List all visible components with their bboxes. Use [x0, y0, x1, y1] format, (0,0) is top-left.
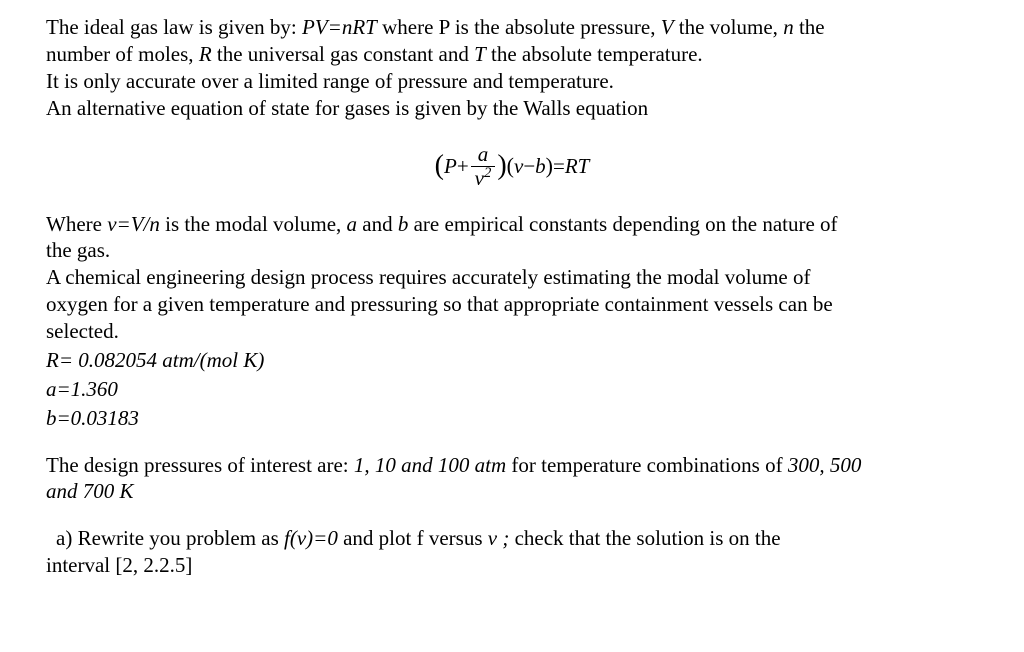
paren-close: ): [497, 148, 506, 184]
intro-paragraph: The ideal gas law is given by: PV=nRT wh…: [46, 14, 978, 122]
text: Where: [46, 212, 107, 236]
values: and 700 K: [46, 479, 134, 503]
text: check that the solution is on the: [509, 526, 780, 550]
text: number of moles,: [46, 42, 199, 66]
var-n: n: [783, 15, 794, 39]
var-P: P: [444, 153, 457, 180]
var-b: b: [535, 153, 546, 180]
text: for temperature combinations of: [506, 453, 788, 477]
walls-equation: ( P + a v2 ) ( v − b ) = RT: [46, 144, 978, 189]
text: the absolute temperature.: [486, 42, 703, 66]
text: interval [2, 2.2.5]: [46, 553, 192, 577]
text: and: [357, 212, 398, 236]
constant-b: b=0.03183: [46, 405, 978, 432]
constant-R: R= 0.082054 atm/(mol K): [46, 347, 978, 374]
paren-open-2: (: [507, 152, 514, 180]
text: The ideal gas law is given by:: [46, 15, 302, 39]
var-RT: RT: [565, 153, 590, 180]
var-T: T: [474, 42, 486, 66]
minus: −: [523, 153, 535, 180]
question-a: a) Rewrite you problem as f(v)=0 and plo…: [46, 525, 978, 579]
text: the universal gas constant and: [212, 42, 474, 66]
eq-inline: v=V/n: [107, 212, 160, 236]
constant-a: a=1.360: [46, 376, 978, 403]
eq-inline: f(v)=0: [284, 526, 338, 550]
text: the volume,: [674, 15, 784, 39]
text: It is only accurate over a limited range…: [46, 69, 614, 93]
design-pressures-paragraph: The design pressures of interest are: 1,…: [46, 452, 978, 506]
values: 1, 10 and 100 atm: [354, 453, 506, 477]
var-v: v ;: [488, 526, 510, 550]
paren-close-2: ): [546, 152, 553, 180]
text: The design pressures of interest are:: [46, 453, 354, 477]
text: oxygen for a given temperature and press…: [46, 292, 833, 316]
fraction-denominator: v2: [471, 166, 496, 189]
text: where P is the absolute pressure,: [377, 15, 661, 39]
fraction: a v2: [471, 144, 496, 189]
fraction-numerator: a: [474, 144, 493, 166]
paren-open: (: [435, 148, 444, 184]
document-page: The ideal gas law is given by: PV=nRT wh…: [0, 0, 1024, 652]
where-paragraph: Where v=V/n is the modal volume, a and b…: [46, 211, 978, 345]
var-v: v: [514, 153, 523, 180]
values: 300, 500: [788, 453, 862, 477]
text: are empirical constants depending on the…: [408, 212, 837, 236]
text: An alternative equation of state for gas…: [46, 96, 648, 120]
text: and plot f versus: [338, 526, 488, 550]
plus: +: [457, 153, 469, 180]
text: a) Rewrite you problem as: [56, 526, 284, 550]
text: the gas.: [46, 238, 110, 262]
text: is the modal volume,: [160, 212, 347, 236]
var-a: a: [347, 212, 358, 236]
var-R: R: [199, 42, 212, 66]
text: A chemical engineering design process re…: [46, 265, 811, 289]
equals: =: [553, 153, 565, 180]
text: selected.: [46, 319, 119, 343]
text: the: [794, 15, 825, 39]
var-b: b: [398, 212, 409, 236]
eq-inline: PV=nRT: [302, 15, 377, 39]
var-V: V: [661, 15, 674, 39]
